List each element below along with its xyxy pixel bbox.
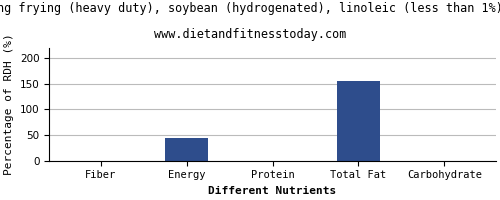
Text: www.dietandfitnesstoday.com: www.dietandfitnesstoday.com	[154, 28, 346, 41]
X-axis label: Different Nutrients: Different Nutrients	[208, 186, 336, 196]
Bar	[165, 138, 208, 161]
Text: ng frying (heavy duty), soybean (hydrogenated), linoleic (less than 1%): ng frying (heavy duty), soybean (hydroge…	[0, 2, 500, 15]
Bar	[337, 81, 380, 161]
Y-axis label: Percentage of RDH (%): Percentage of RDH (%)	[4, 33, 14, 175]
